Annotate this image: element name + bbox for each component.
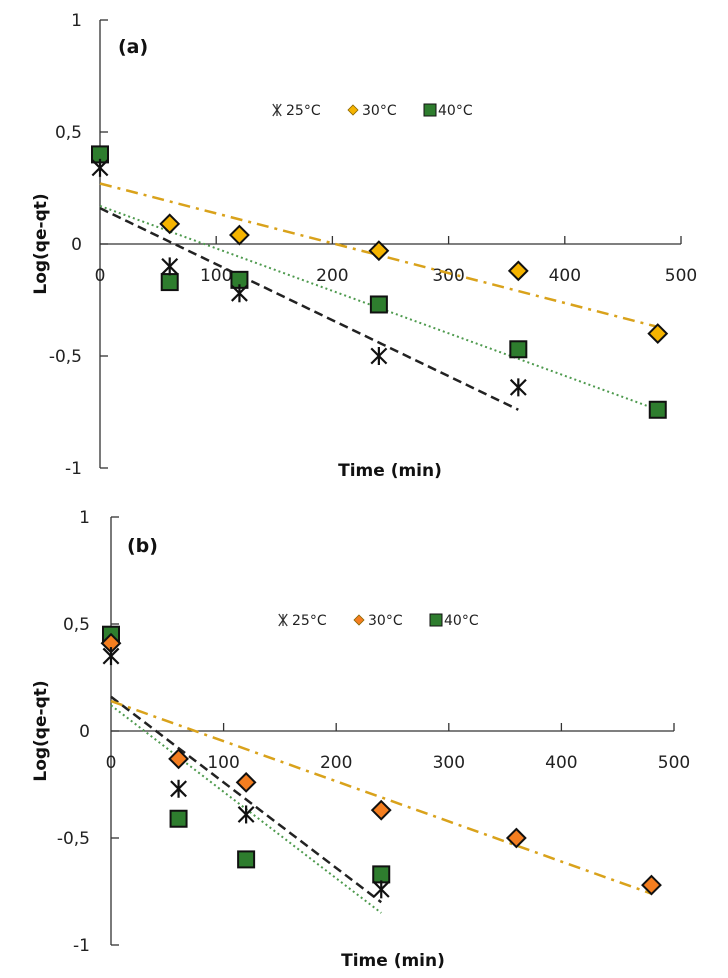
data-point <box>641 874 662 896</box>
legend-item: 25°C <box>272 103 321 119</box>
data-point <box>647 323 669 345</box>
data-point <box>170 779 187 798</box>
legend-diamond-icon <box>347 104 359 116</box>
panel-label: (a) <box>118 36 148 58</box>
data-point <box>235 771 257 793</box>
data-point <box>372 880 390 899</box>
y-tick-label: 0 <box>79 722 90 742</box>
data-point <box>505 827 527 849</box>
y-tick-label: -1 <box>65 459 82 479</box>
data-point <box>369 295 388 314</box>
chart-panel-b: 1 0,5 0 -0,5 -1 0 100 200 300 400 500 Time (min) Log… <box>31 508 690 971</box>
x-tick-label: 100 <box>200 266 232 286</box>
legend-label: 25°C <box>292 613 327 629</box>
trendline-30c <box>110 699 652 895</box>
asterisk-stroke <box>237 806 255 823</box>
data-point <box>237 805 255 824</box>
data-point <box>229 224 250 246</box>
series-25c <box>102 647 390 899</box>
legend-item: 25°C <box>278 613 327 629</box>
x-axis-title: Time (min) <box>338 461 442 481</box>
x-tick-label: 500 <box>665 266 697 286</box>
data-point <box>368 240 390 262</box>
y-tick-label: -0,5 <box>49 347 82 367</box>
x-tick-label: 500 <box>658 753 690 773</box>
legend-item: 30°C <box>347 103 397 119</box>
trendline-30c <box>99 182 659 329</box>
data-point <box>370 799 392 821</box>
x-tick-label: 100 <box>207 753 239 773</box>
series-30c <box>159 213 669 345</box>
legend-square-icon <box>423 103 437 117</box>
data-point <box>372 865 391 884</box>
y-tick-label: 0,5 <box>63 615 90 635</box>
x-tick-label: 200 <box>316 266 348 286</box>
trendline-25c <box>110 695 382 904</box>
data-point <box>169 809 188 828</box>
panel-label: (b) <box>127 535 158 557</box>
data-point <box>509 340 528 359</box>
legend-label: 30°C <box>368 613 403 629</box>
y-tick-label: 1 <box>79 508 90 528</box>
data-point <box>509 378 527 397</box>
y-tick-label: 0 <box>71 235 82 255</box>
y-tick-label: -0,5 <box>57 829 90 849</box>
y-axis-title: Log(qe-qt) <box>31 193 51 294</box>
y-tick-label: -1 <box>73 936 90 956</box>
legend-item: 40°C <box>423 103 473 119</box>
x-tick-label: 200 <box>320 753 352 773</box>
x-tick-label: 400 <box>545 753 577 773</box>
x-tick-label: 300 <box>433 753 465 773</box>
legend-square-icon <box>429 613 443 627</box>
legend-label: 30°C <box>362 103 397 119</box>
x-tick-label: 0 <box>106 753 117 773</box>
legend-label: 40°C <box>438 103 473 119</box>
y-tick-label: 1 <box>71 11 82 31</box>
data-point <box>91 158 109 177</box>
data-point <box>168 748 189 770</box>
data-point <box>161 257 179 276</box>
series-30c <box>100 632 662 896</box>
x-tick-label: 400 <box>549 266 581 286</box>
series-25c <box>91 158 527 397</box>
y-axis-title: Log(qe-qt) <box>31 680 51 781</box>
x-tick-label: 0 <box>95 266 106 286</box>
data-point <box>160 273 179 292</box>
legend: 25°C 30°C 40°C <box>272 103 473 119</box>
legend-label: 25°C <box>286 103 321 119</box>
series-40c <box>91 145 667 419</box>
y-tick-label: 0,5 <box>55 123 82 143</box>
data-point <box>370 347 388 365</box>
data-point <box>102 647 120 666</box>
legend-diamond-icon <box>353 614 365 626</box>
x-axis-title: Time (min) <box>341 951 445 971</box>
data-point <box>507 260 529 282</box>
legend-item: 40°C <box>429 613 479 629</box>
legend-label: 40°C <box>444 613 479 629</box>
legend: 25°C 30°C 40°C <box>278 613 479 629</box>
data-point <box>231 284 248 303</box>
data-point <box>159 213 181 235</box>
trendline-25c <box>99 207 519 411</box>
data-point <box>237 850 256 869</box>
data-point <box>648 400 667 419</box>
legend-item: 30°C <box>353 613 403 629</box>
